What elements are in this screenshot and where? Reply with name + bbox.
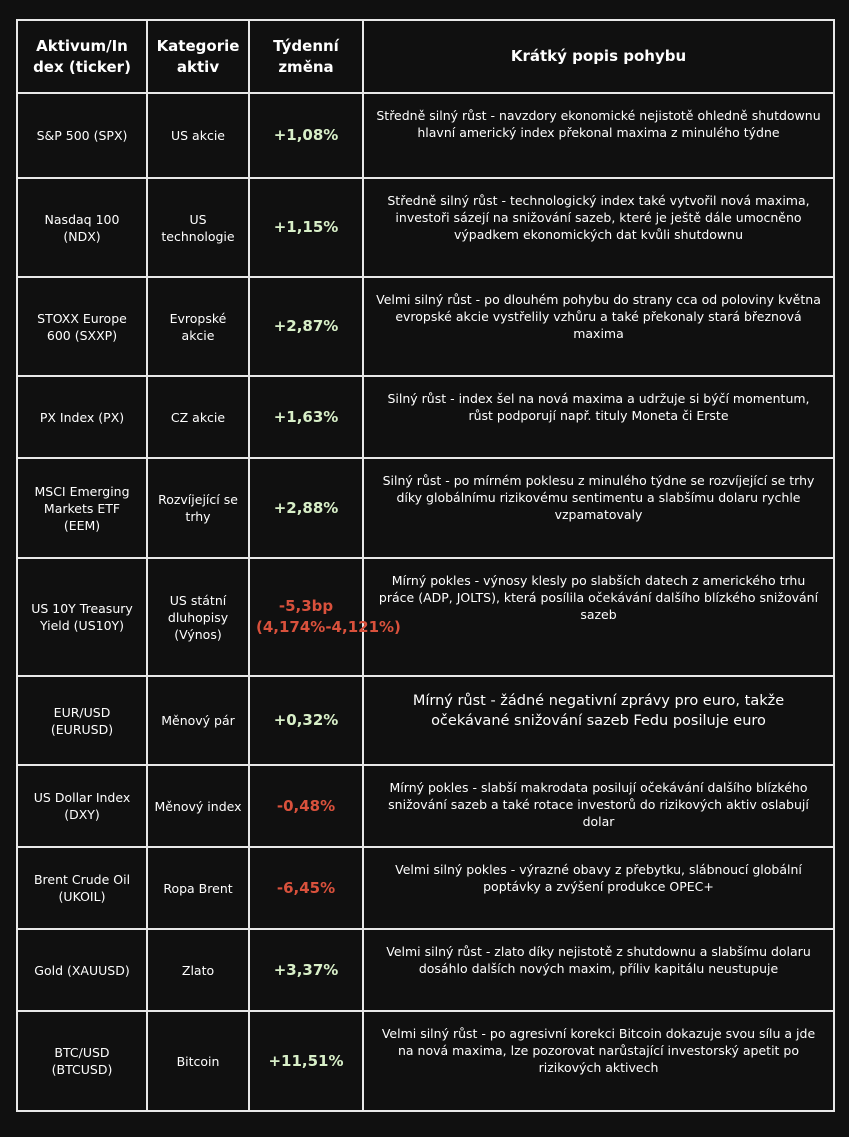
change-cell: +3,37% xyxy=(248,928,364,1012)
category-cell: CZ akcie xyxy=(146,375,250,459)
description-cell: Silný růst - index šel na nová maxima a … xyxy=(362,375,835,459)
change-cell: +1,15% xyxy=(248,177,364,278)
table-row: Brent Crude Oil (UKOIL) Ropa Brent -6,45… xyxy=(16,846,835,930)
asset-cell: Gold (XAUUSD) xyxy=(16,928,148,1012)
change-cell: -0,48% xyxy=(248,764,364,848)
description-cell: Velmi silný růst - zlato díky nejistotě … xyxy=(362,928,835,1012)
header-asset: Aktivum/In dex (ticker) xyxy=(16,19,148,94)
category-cell: US státní dluhopisy (Výnos) xyxy=(146,557,250,677)
change-cell: -5,3bp (4,174%-4,121%) xyxy=(248,557,401,677)
asset-cell: Nasdaq 100 (NDX) xyxy=(16,177,148,278)
asset-cell: BTC/USD (BTCUSD) xyxy=(16,1010,148,1112)
asset-cell: S&P 500 (SPX) xyxy=(16,92,148,179)
header-description: Krátký popis pohybu xyxy=(362,19,835,94)
change-cell: +1,08% xyxy=(248,92,364,179)
category-cell: Evropské akcie xyxy=(146,276,250,377)
category-cell: Zlato xyxy=(146,928,250,1012)
change-cell: -6,45% xyxy=(248,846,364,930)
asset-cell: US Dollar Index (DXY) xyxy=(16,764,148,848)
description-cell: Mírný růst - žádné negativní zprávy pro … xyxy=(362,675,835,766)
change-cell: +2,87% xyxy=(248,276,364,377)
change-cell: +2,88% xyxy=(248,457,364,559)
weekly-change-table-container: Aktivum/In dex (ticker) Kategorie aktiv … xyxy=(16,19,835,1112)
table-row: EUR/USD (EURUSD) Měnový pár +0,32% Mírný… xyxy=(16,675,835,766)
description-cell: Velmi silný růst - po agresivní korekci … xyxy=(362,1010,835,1112)
table-row: Gold (XAUUSD) Zlato +3,37% Velmi silný r… xyxy=(16,928,835,1012)
asset-cell: US 10Y Treasury Yield (US10Y) xyxy=(16,557,148,677)
description-cell: Mírný pokles - výnosy klesly po slabších… xyxy=(362,557,835,677)
description-cell: Silný růst - po mírném poklesu z minuléh… xyxy=(362,457,835,559)
asset-cell: Brent Crude Oil (UKOIL) xyxy=(16,846,148,930)
asset-cell: PX Index (PX) xyxy=(16,375,148,459)
table-row: PX Index (PX) CZ akcie +1,63% Silný růst… xyxy=(16,375,835,459)
description-cell: Velmi silný růst - po dlouhém pohybu do … xyxy=(362,276,835,377)
table-row: STOXX Europe 600 (SXXP) Evropské akcie +… xyxy=(16,276,835,377)
asset-cell: STOXX Europe 600 (SXXP) xyxy=(16,276,148,377)
description-cell: Mírný pokles - slabší makrodata posilují… xyxy=(362,764,835,848)
table-row: US 10Y Treasury Yield (US10Y) US státní … xyxy=(16,557,835,677)
header-row: Aktivum/In dex (ticker) Kategorie aktiv … xyxy=(16,19,835,94)
table-row: S&P 500 (SPX) US akcie +1,08% Středně si… xyxy=(16,92,835,179)
asset-cell: MSCI Emerging Markets ETF (EEM) xyxy=(16,457,148,559)
change-cell: +11,51% xyxy=(248,1010,364,1112)
description-cell: Velmi silný pokles - výrazné obavy z pře… xyxy=(362,846,835,930)
description-cell: Středně silný růst - technologický index… xyxy=(362,177,835,278)
table-body: S&P 500 (SPX) US akcie +1,08% Středně si… xyxy=(16,92,835,1112)
category-cell: Měnový index xyxy=(146,764,250,848)
table-row: BTC/USD (BTCUSD) Bitcoin +11,51% Velmi s… xyxy=(16,1010,835,1112)
description-cell: Středně silný růst - navzdory ekonomické… xyxy=(362,92,835,179)
category-cell: US technologie xyxy=(146,177,250,278)
category-cell: Ropa Brent xyxy=(146,846,250,930)
category-cell: Rozvíjející se trhy xyxy=(146,457,250,559)
change-cell: +1,63% xyxy=(248,375,364,459)
table-row: MSCI Emerging Markets ETF (EEM) Rozvíjej… xyxy=(16,457,835,559)
category-cell: Měnový pár xyxy=(146,675,250,766)
header-change: Týdenní změna xyxy=(248,19,364,94)
table-row: Nasdaq 100 (NDX) US technologie +1,15% S… xyxy=(16,177,835,278)
change-cell: +0,32% xyxy=(248,675,364,766)
weekly-change-table: Aktivum/In dex (ticker) Kategorie aktiv … xyxy=(16,19,835,1112)
category-cell: Bitcoin xyxy=(146,1010,250,1112)
category-cell: US akcie xyxy=(146,92,250,179)
header-category: Kategorie aktiv xyxy=(146,19,250,94)
asset-cell: EUR/USD (EURUSD) xyxy=(16,675,148,766)
table-row: US Dollar Index (DXY) Měnový index -0,48… xyxy=(16,764,835,848)
